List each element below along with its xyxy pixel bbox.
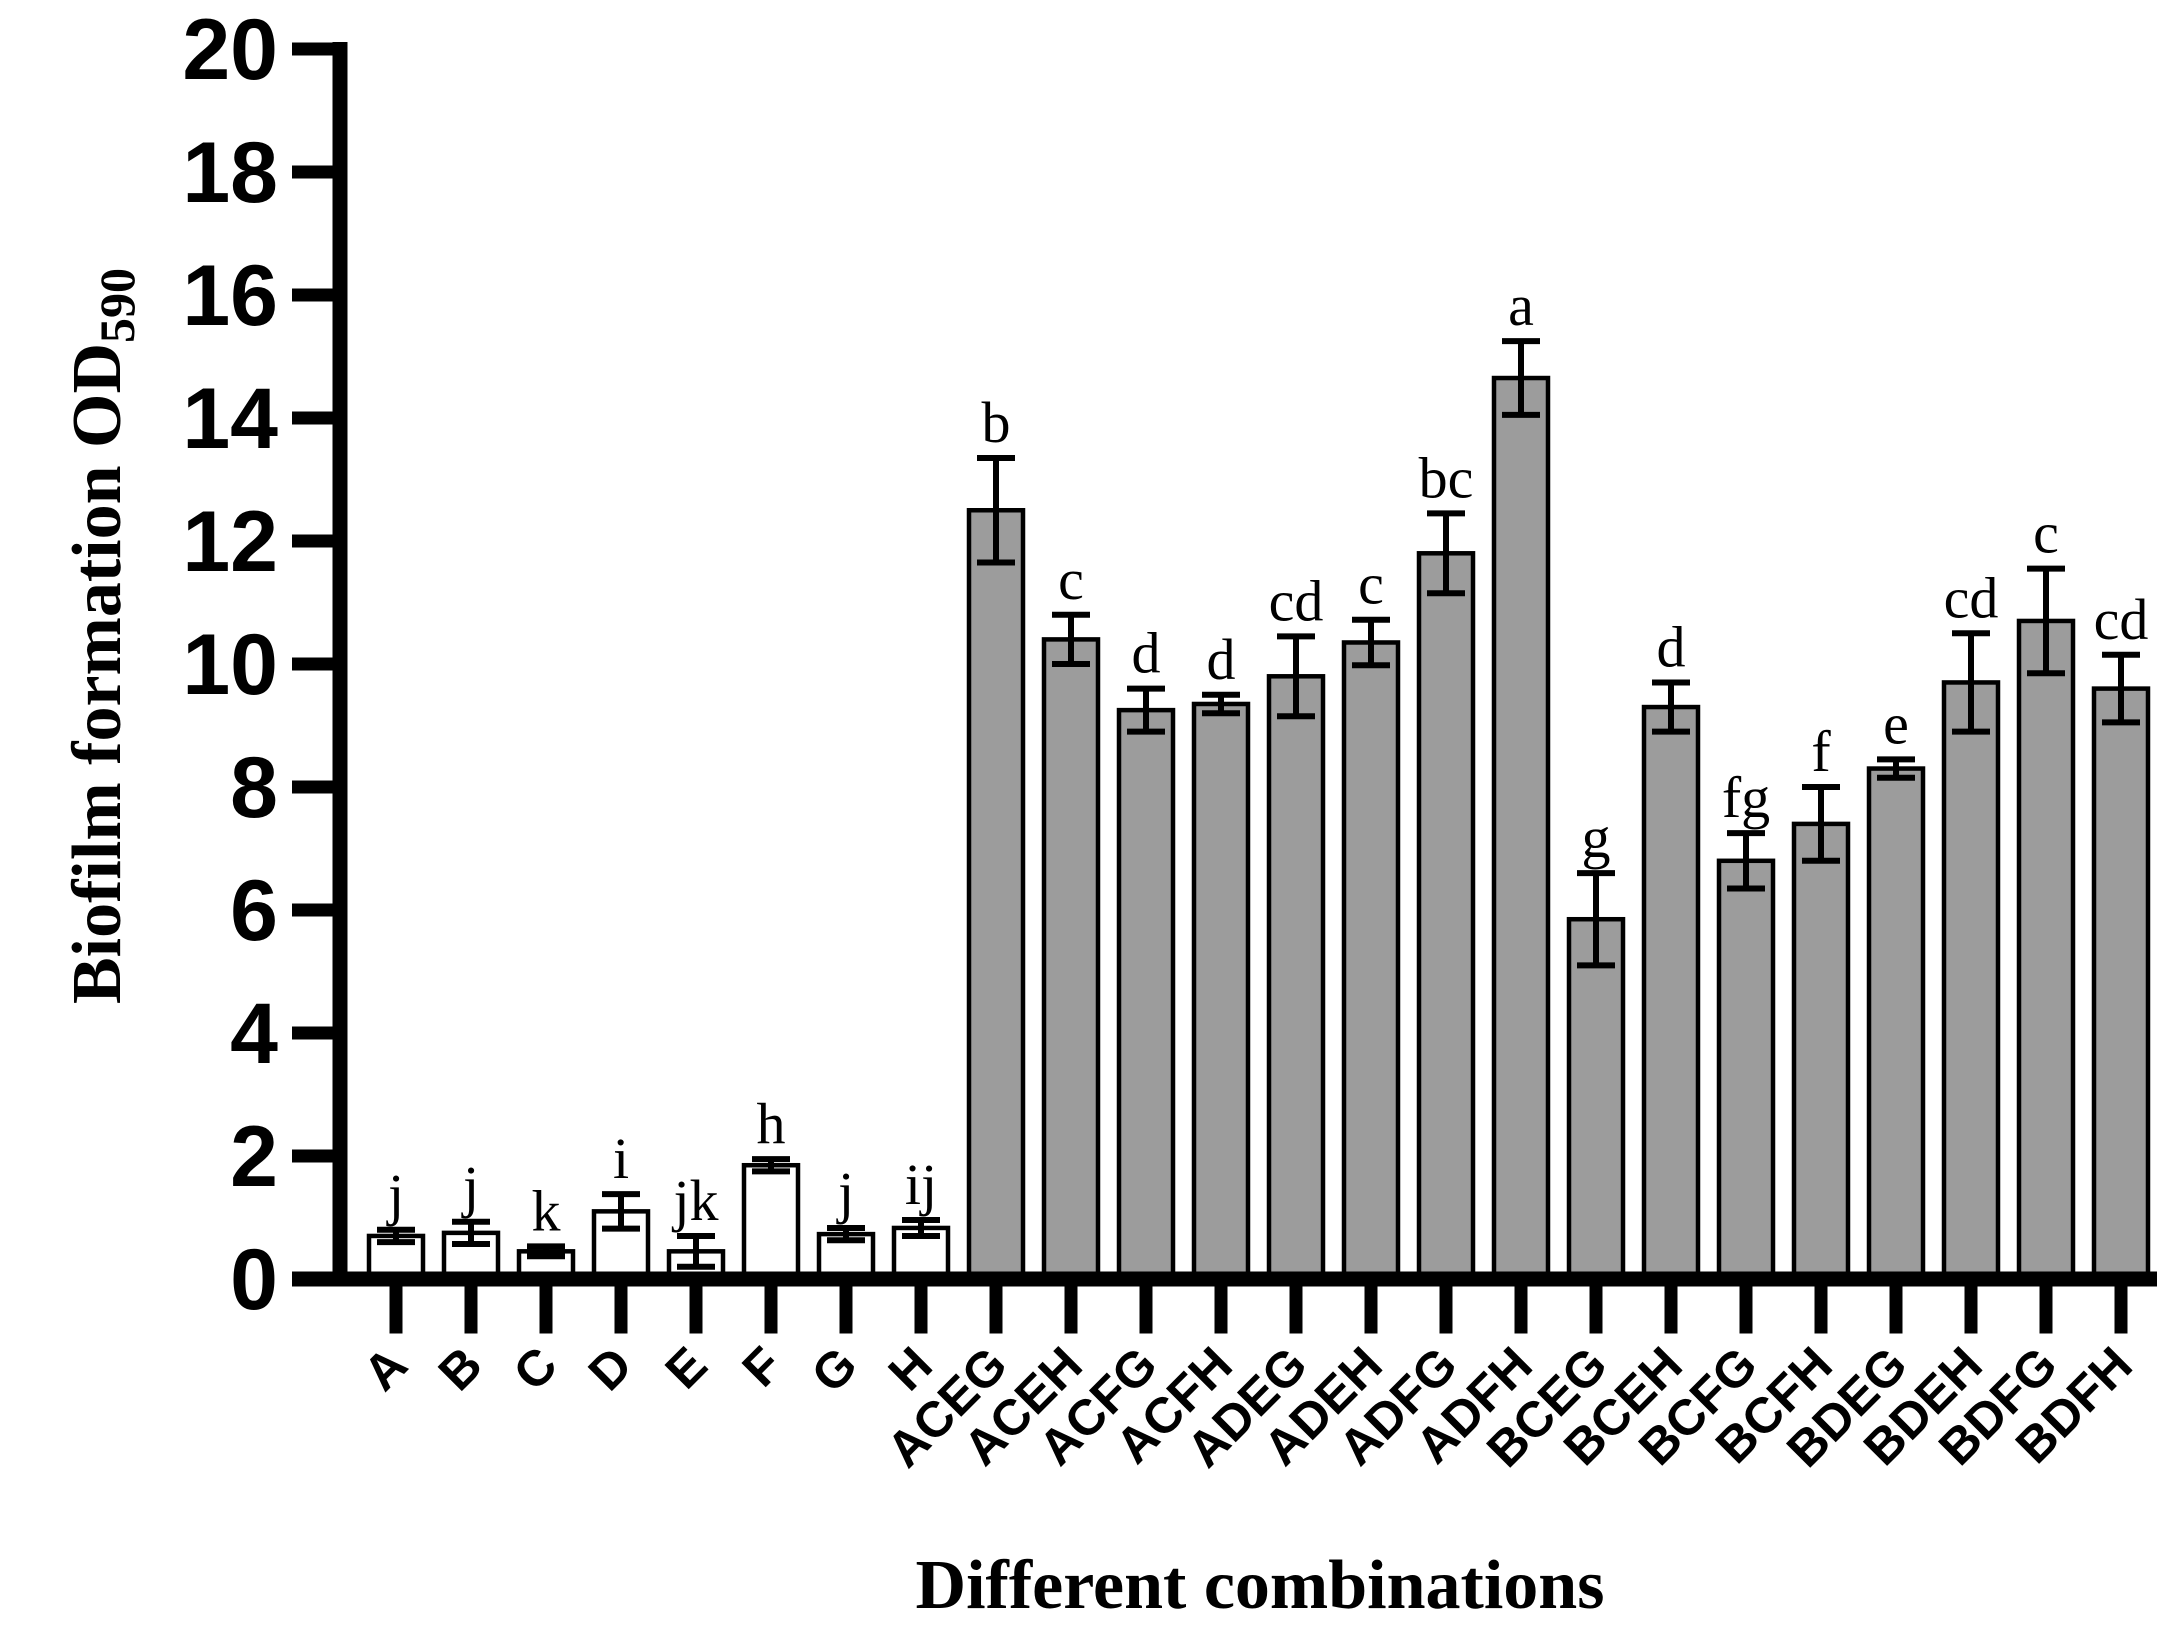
- significance-letter-C: k: [532, 1178, 561, 1243]
- significance-letter-D: i: [613, 1126, 629, 1191]
- bar-BCEG: [1566, 916, 1626, 1282]
- y-axis-title-main: Biofilm formation OD: [59, 343, 136, 1004]
- bar-ADFH: [1491, 375, 1551, 1282]
- y-axis-title: Biofilm formation OD590: [59, 268, 145, 1004]
- bar-BCFH: [1791, 821, 1851, 1282]
- y-tick-label-12: 12: [182, 494, 278, 590]
- significance-letter-ADFG: bc: [1419, 445, 1474, 510]
- y-tick-label-14: 14: [182, 371, 278, 467]
- x-tick-label-E: E: [655, 1336, 718, 1399]
- x-tick-label-B: B: [428, 1336, 493, 1401]
- x-tick-label-G: G: [801, 1336, 868, 1403]
- significance-letter-H: ij: [905, 1152, 937, 1217]
- significance-letter-ACEH: c: [1058, 547, 1084, 612]
- y-tick-label-20: 20: [182, 16, 278, 98]
- bar-ADFG: [1416, 551, 1476, 1282]
- bar-D: [591, 1209, 651, 1282]
- bar-F: [741, 1162, 801, 1282]
- significance-letter-BCFH: f: [1811, 719, 1831, 784]
- significance-letter-ACFG: d: [1132, 621, 1161, 686]
- y-tick-label-18: 18: [182, 125, 278, 221]
- significance-letter-BCEH: d: [1657, 614, 1686, 679]
- x-tick-label-A: A: [353, 1336, 418, 1401]
- y-tick-label-0: 0: [230, 1232, 278, 1328]
- y-tick-label-8: 8: [230, 740, 278, 836]
- error-bars-layer: [377, 338, 2140, 1270]
- significance-letter-BCFG: fg: [1722, 765, 1770, 830]
- significance-letter-E: jk: [671, 1168, 718, 1233]
- bar-ADEG: [1266, 674, 1326, 1282]
- significance-letter-A: j: [386, 1162, 404, 1227]
- x-tick-label-D: D: [578, 1336, 643, 1401]
- significance-letter-G: j: [836, 1160, 854, 1225]
- significance-letter-ADEG: cd: [1269, 568, 1324, 633]
- significance-letter-BDEH: cd: [1944, 565, 1999, 630]
- significance-letter-ACFH: d: [1207, 627, 1236, 692]
- significance-letter-BDFG: c: [2033, 501, 2059, 566]
- significance-letter-B: j: [461, 1154, 479, 1219]
- significance-letter-ADFH: a: [1508, 273, 1534, 338]
- y-tick-label-4: 4: [230, 986, 278, 1082]
- x-tick-label-C: C: [503, 1336, 568, 1401]
- x-axis-title: Different combinations: [916, 1547, 1605, 1624]
- significance-letter-ADEH: c: [1358, 552, 1384, 617]
- bar-BCFG: [1716, 858, 1776, 1282]
- biofilm-formation-bar-chart: j j k i jk h j ij b c d d cd c bc a g d fg f e cd c cd A B C D E F G H A…: [40, 16, 2157, 1627]
- bar-BDFH: [2091, 686, 2151, 1282]
- bar-ADEH: [1341, 640, 1401, 1282]
- bar-ACEG: [966, 508, 1026, 1282]
- bar-BDFG: [2016, 618, 2076, 1282]
- x-tick-label-F: F: [732, 1336, 793, 1397]
- bar-BDEH: [1941, 680, 2001, 1282]
- bar-BDEG: [1866, 766, 1926, 1282]
- significance-letter-ACEG: b: [982, 390, 1011, 455]
- significance-letter-BDEG: e: [1883, 691, 1909, 756]
- y-tick-label-10: 10: [182, 617, 278, 713]
- ticks-layer: [292, 42, 2128, 1334]
- significance-letter-F: h: [757, 1091, 786, 1156]
- y-tick-label-6: 6: [230, 863, 278, 959]
- y-tick-label-16: 16: [182, 248, 278, 344]
- bars-layer: [366, 375, 2151, 1282]
- y-axis-title-subscript: 590: [89, 268, 145, 343]
- bar-ACFG: [1116, 707, 1176, 1282]
- bar-ACFH: [1191, 701, 1251, 1282]
- bar-ACEH: [1041, 637, 1101, 1282]
- significance-letter-BCEG: g: [1582, 805, 1611, 870]
- y-tick-label-2: 2: [230, 1109, 278, 1205]
- significance-letter-BDFH: cd: [2094, 587, 2149, 652]
- bar-BCEH: [1641, 704, 1701, 1282]
